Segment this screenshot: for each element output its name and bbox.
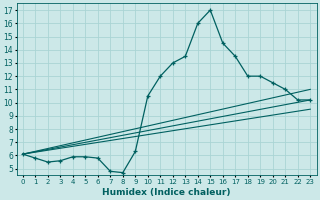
X-axis label: Humidex (Indice chaleur): Humidex (Indice chaleur): [102, 188, 231, 197]
